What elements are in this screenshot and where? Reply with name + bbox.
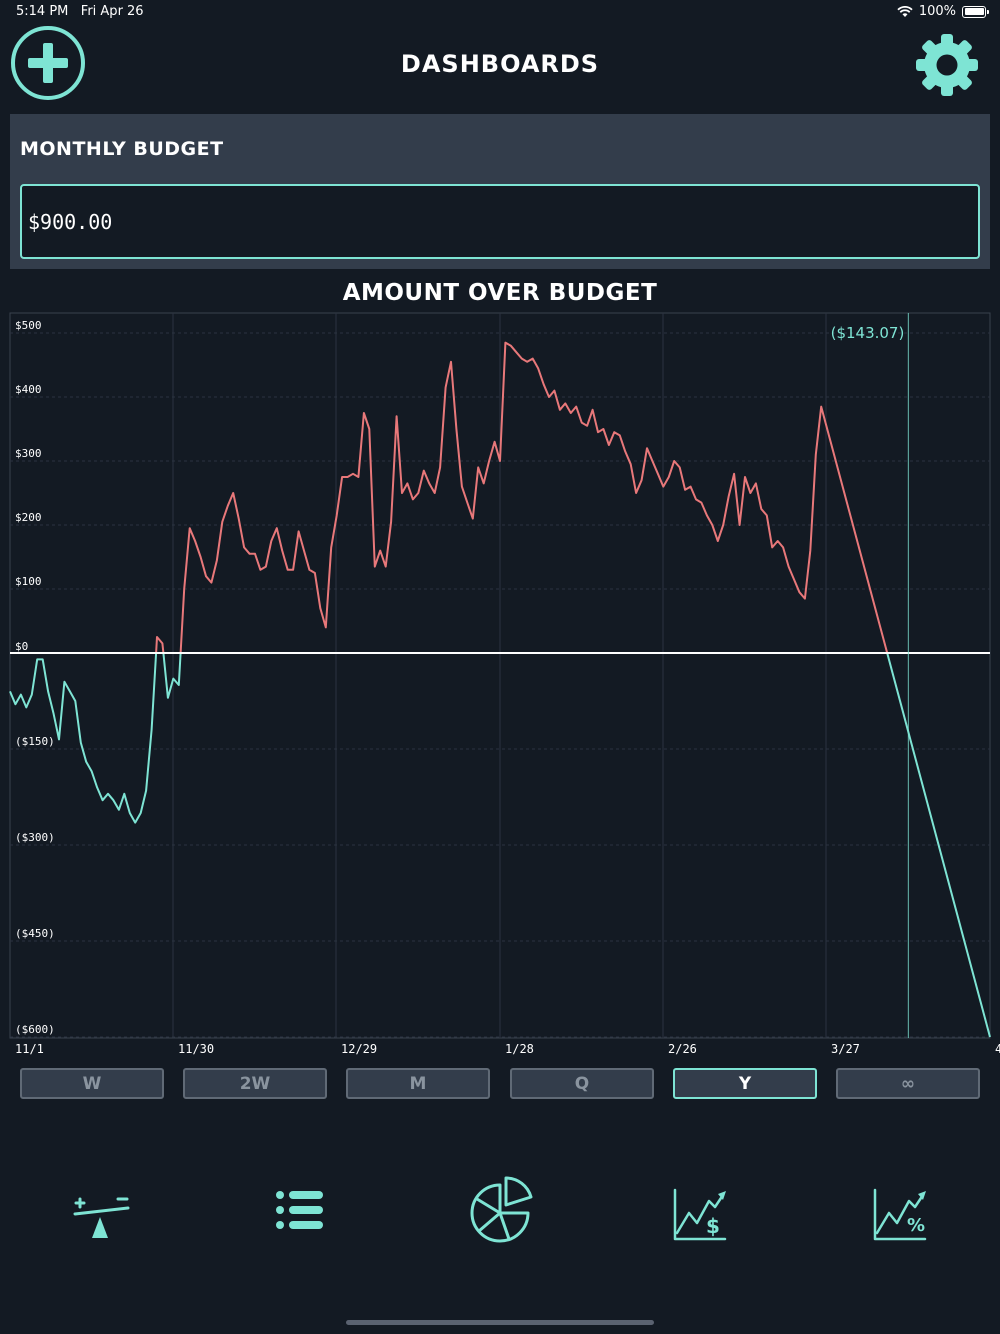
percent-trend-icon[interactable]: % bbox=[865, 1175, 935, 1245]
dollar-trend-icon[interactable]: $ bbox=[665, 1175, 735, 1245]
y-tick-label: ($300) bbox=[15, 831, 55, 844]
svg-text:$: $ bbox=[706, 1214, 720, 1238]
range-button[interactable]: Y bbox=[673, 1068, 817, 1099]
chart-title: AMOUNT OVER BUDGET bbox=[342, 280, 658, 306]
x-tick-label: 11/30 bbox=[178, 1042, 214, 1056]
x-tick-label: 12/29 bbox=[341, 1042, 377, 1056]
status-bar: 5:14 PM Fri Apr 26 100% bbox=[0, 0, 1000, 24]
monthly-budget-panel: MONTHLY BUDGET bbox=[10, 114, 990, 269]
amount-over-budget-chart[interactable]: $500 $400 $300 $200 $100 $0 ($150) ($300) ($450)… bbox=[0, 310, 1000, 1060]
wifi-icon bbox=[897, 5, 913, 17]
range-button[interactable]: W bbox=[20, 1068, 164, 1099]
y-tick-label: $400 bbox=[15, 383, 42, 396]
svg-text:%: % bbox=[907, 1215, 925, 1236]
series-line-segment bbox=[179, 341, 889, 654]
battery-percent: 100% bbox=[918, 4, 956, 19]
x-tick-label: 1/28 bbox=[505, 1042, 534, 1056]
status-time: 5:14 PM Fri Apr 26 bbox=[16, 4, 144, 19]
plus-circle-icon[interactable] bbox=[10, 25, 86, 101]
y-tick-label: ($450) bbox=[15, 927, 55, 940]
range-button[interactable]: 2W bbox=[183, 1068, 327, 1099]
monthly-budget-label: MONTHLY BUDGET bbox=[20, 138, 224, 160]
budget-balance-icon[interactable] bbox=[65, 1175, 135, 1245]
series-line-segment bbox=[886, 652, 991, 1038]
series-line-segment bbox=[162, 652, 182, 699]
x-tick-label: 3/27 bbox=[831, 1042, 860, 1056]
y-tick-label: $0 bbox=[15, 640, 28, 653]
y-tick-label: ($600) bbox=[15, 1023, 55, 1036]
battery-icon bbox=[962, 5, 989, 18]
page-title: DASHBOARDS bbox=[400, 50, 600, 78]
series-line-segment bbox=[9, 652, 158, 824]
cursor-value-label: ($143.07) bbox=[831, 324, 905, 342]
list-icon[interactable] bbox=[265, 1175, 335, 1245]
home-indicator[interactable] bbox=[346, 1320, 654, 1325]
y-tick-label: $500 bbox=[15, 319, 42, 332]
series-line-segment bbox=[155, 636, 165, 654]
y-tick-label: $200 bbox=[15, 511, 42, 524]
x-tick-label: 2/26 bbox=[668, 1042, 697, 1056]
gear-icon[interactable] bbox=[916, 34, 978, 96]
y-tick-label: ($150) bbox=[15, 735, 55, 748]
status-indicators: 100% bbox=[897, 4, 989, 19]
range-button[interactable]: M bbox=[346, 1068, 490, 1099]
x-tick-label: 4 bbox=[995, 1042, 1000, 1056]
monthly-budget-input[interactable] bbox=[20, 184, 980, 259]
x-tick-label: 11/1 bbox=[15, 1042, 44, 1056]
header: DASHBOARDS bbox=[0, 24, 1000, 106]
y-tick-label: $300 bbox=[15, 447, 42, 460]
range-button[interactable]: Q bbox=[510, 1068, 654, 1099]
range-button[interactable]: ∞ bbox=[836, 1068, 980, 1099]
y-tick-label: $100 bbox=[15, 575, 42, 588]
pie-chart-icon[interactable] bbox=[465, 1175, 535, 1245]
